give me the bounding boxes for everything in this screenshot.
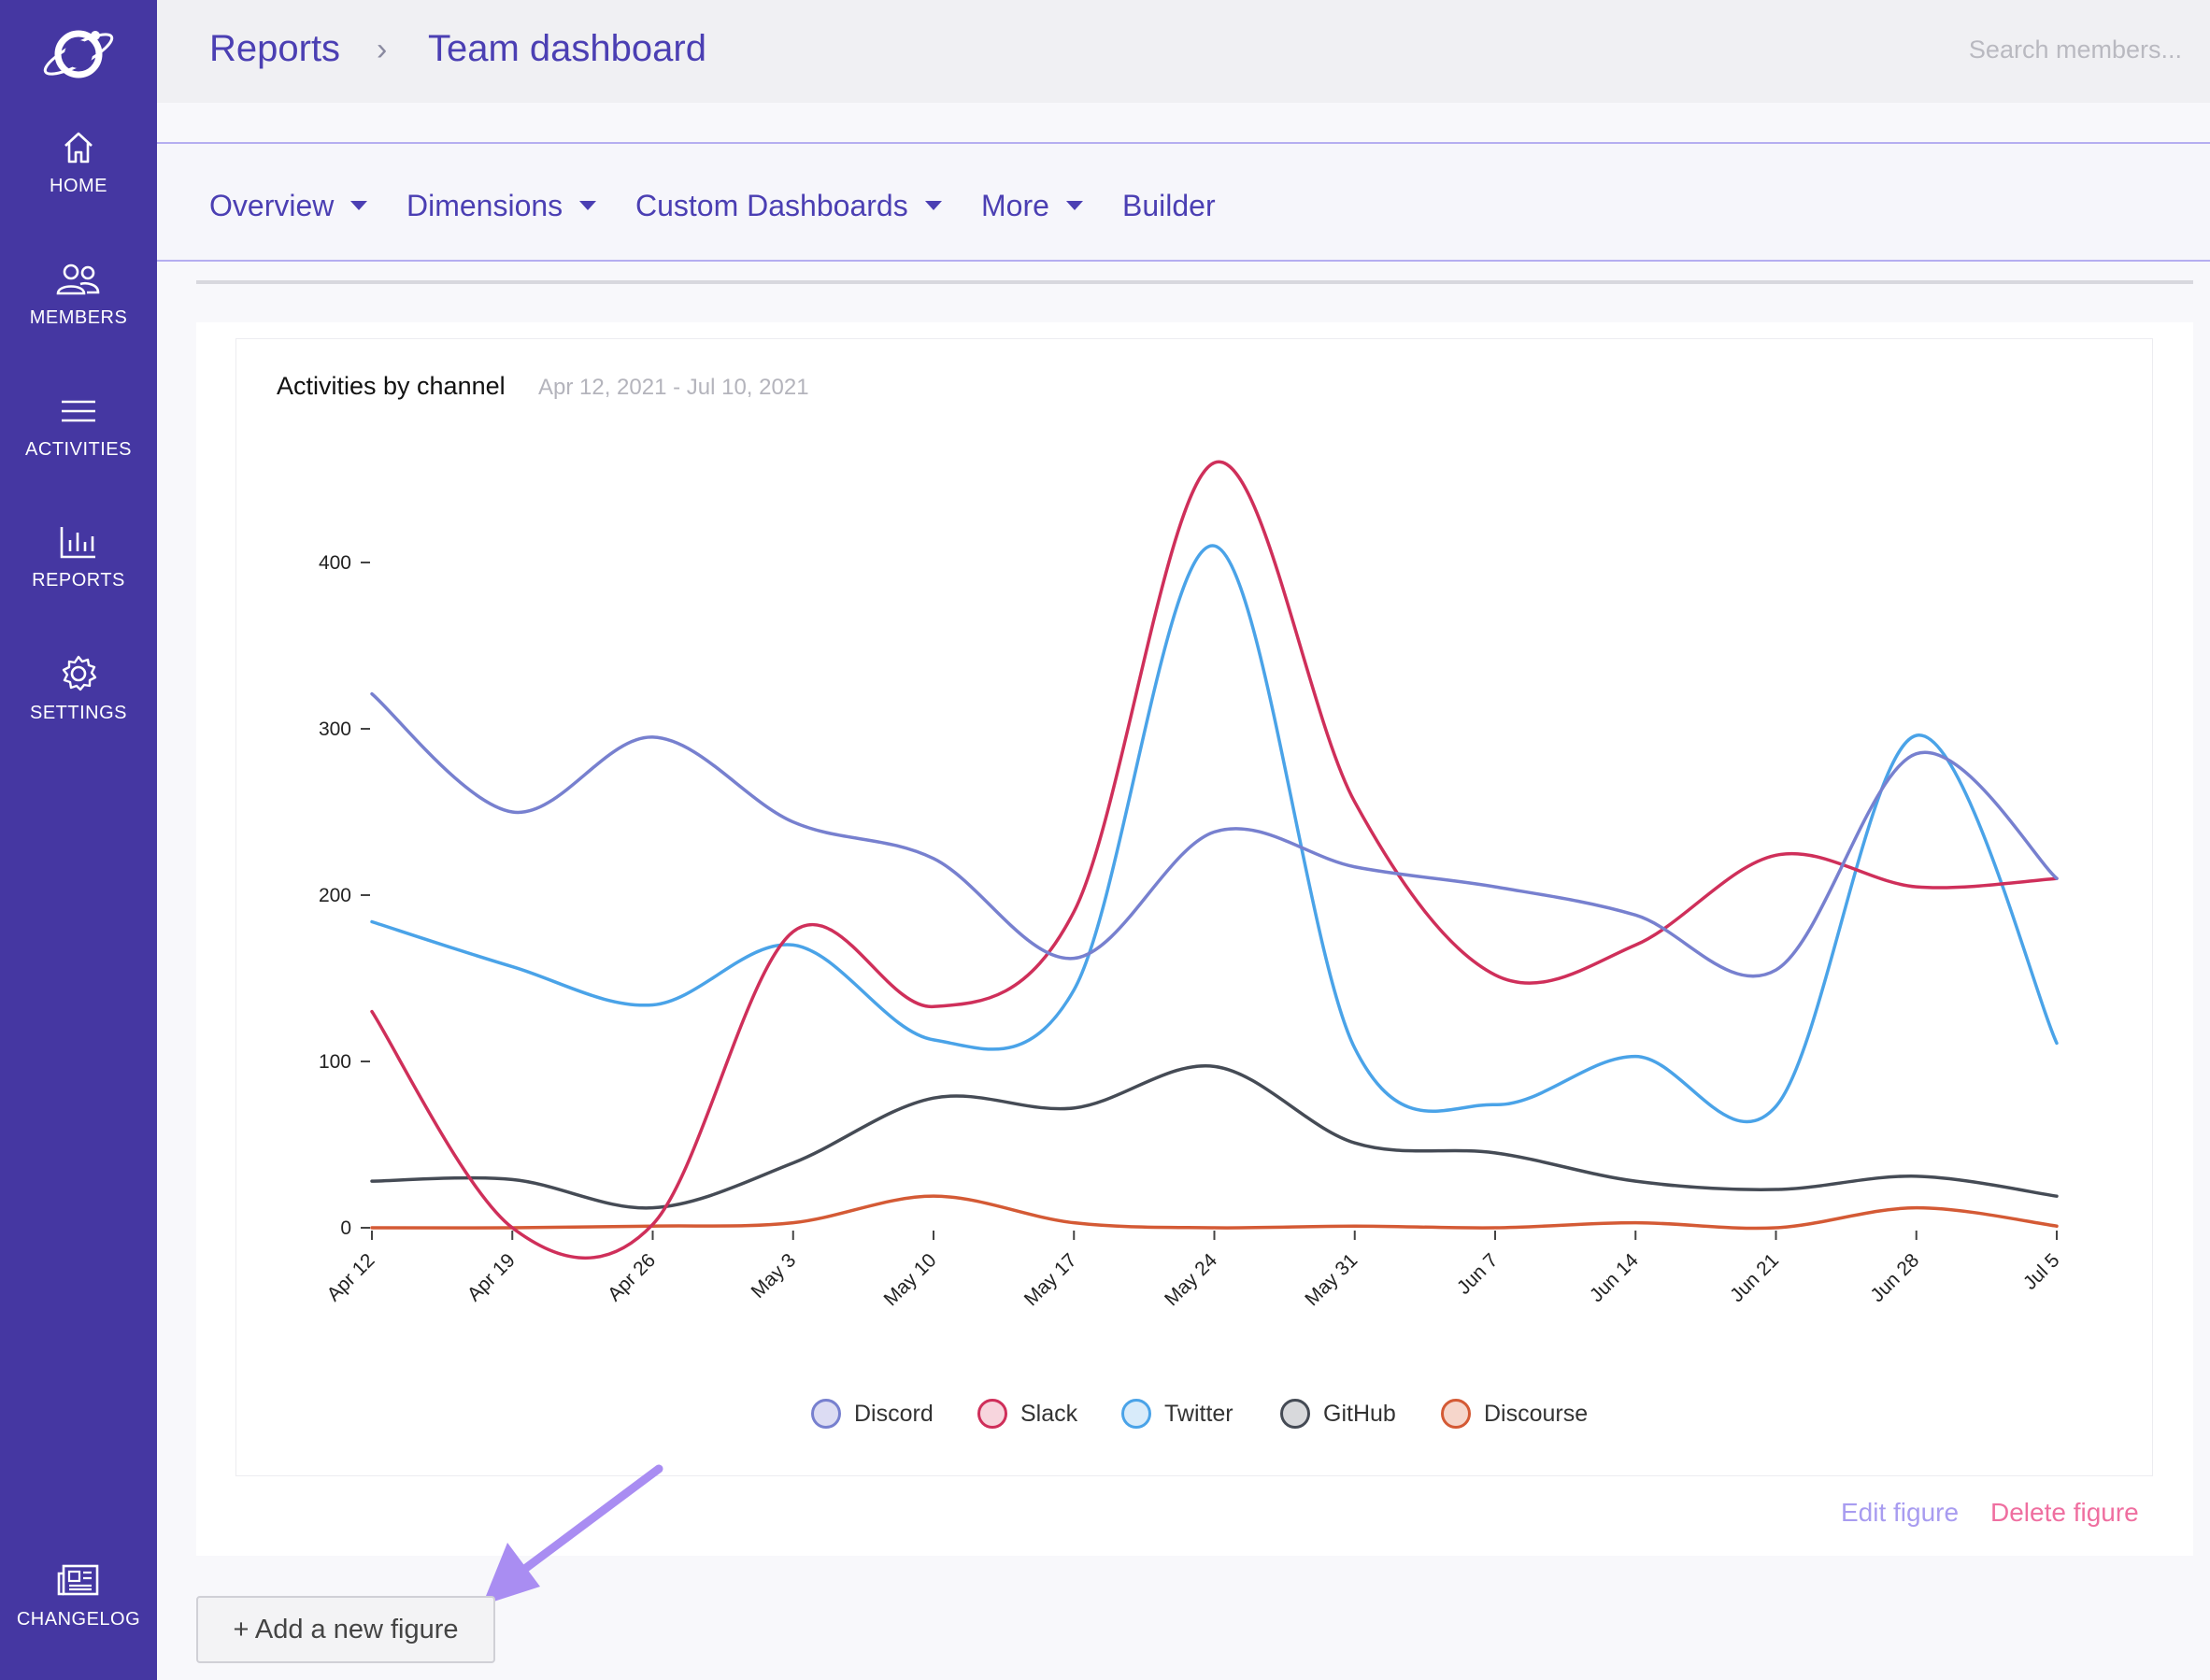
sidebar-item-home[interactable]: HOME [0,129,157,197]
delete-figure-link[interactable]: Delete figure [1990,1498,2139,1527]
newspaper-icon [57,1564,99,1596]
subnav-label: Overview [209,189,335,222]
sidebar-item-settings[interactable]: SETTINGS [0,654,157,724]
x-tick-label: Jun 7 [1453,1249,1503,1299]
edit-figure-link[interactable]: Edit figure [1841,1498,1960,1527]
x-tick-label: May 10 [880,1249,941,1310]
y-tick-label: 400 [319,552,351,574]
sidebar-item-reports[interactable]: REPORTS [0,523,157,591]
x-tick-label: Jun 28 [1866,1249,1923,1306]
legend-item-discord[interactable]: Discord [811,1399,934,1429]
sidebar-item-label: REPORTS [32,570,125,591]
x-tick-label: May 17 [1020,1249,1081,1310]
legend-label: Slack [1020,1400,1078,1427]
activities-icon [62,400,95,422]
x-tick-label: Apr 12 [323,1249,379,1305]
reports-icon [60,527,95,559]
chart-title: Activities by channel [277,372,506,400]
home-icon [64,132,93,164]
legend-label: Discord [854,1400,934,1427]
subnav-label: Dimensions [406,189,563,222]
members-icon [56,263,100,295]
subnav-label: More [981,189,1049,222]
y-tick-label: 0 [340,1217,351,1239]
legend-swatch [1121,1399,1151,1429]
sidebar-item-label: SETTINGS [29,703,127,723]
sidebar: HOME MEMBERS ACTIVITIES REPORTS SETTINGS [0,0,157,1680]
x-tick-label: Apr 19 [463,1249,520,1305]
x-tick-label: May 24 [1161,1249,1221,1310]
legend-swatch [977,1399,1007,1429]
x-tick-label: Jun 21 [1726,1249,1783,1306]
sidebar-item-label: MEMBERS [29,307,128,328]
sidebar-item-label: CHANGELOG [16,1609,141,1630]
legend-swatch [1441,1399,1471,1429]
chart-legend: Discord Slack Twitter GitHub Discourse [811,1397,1615,1431]
legend-label: Discourse [1484,1400,1589,1427]
series-line-twitter [370,544,2059,1124]
page-title: Team dashboard [428,28,706,69]
search-input[interactable] [1902,36,2182,64]
caret-down-icon [1065,200,1083,210]
x-tick-label: Apr 26 [604,1249,660,1305]
sidebar-item-label: HOME [50,176,107,196]
x-tick-label: May 3 [748,1249,801,1303]
x-tick-label: Jun 14 [1586,1249,1643,1306]
legend-item-twitter[interactable]: Twitter [1121,1399,1233,1429]
y-tick-label: 300 [319,719,351,740]
add-figure-button[interactable]: + Add a new figure [196,1596,495,1663]
section-divider [196,280,2193,284]
subnav-more[interactable]: More [981,189,1083,223]
series-line-slack [370,460,2059,1260]
sidebar-item-changelog[interactable]: CHANGELOG [0,1562,157,1630]
chart-date-range: Apr 12, 2021 - Jul 10, 2021 [538,375,809,400]
sidebar-item-members[interactable]: MEMBERS [0,261,157,329]
subnav-label: Custom Dashboards [635,189,908,222]
legend-swatch [1280,1399,1310,1429]
gear-icon [62,655,97,691]
legend-swatch [811,1399,841,1429]
y-tick-label: 200 [319,885,351,906]
series-line-discourse [370,1194,2059,1231]
chart-card [235,338,2153,1476]
legend-item-discourse[interactable]: Discourse [1441,1399,1588,1429]
series-line-discord [370,691,2059,978]
sidebar-item-label: ACTIVITIES [25,439,132,460]
legend-item-slack[interactable]: Slack [977,1399,1077,1429]
breadcrumb-separator-icon: › [377,32,388,67]
sidebar-item-activities[interactable]: ACTIVITIES [0,392,157,461]
legend-label: Twitter [1164,1400,1233,1427]
subnav-custom-dashboards[interactable]: Custom Dashboards [635,189,942,223]
x-tick-label: Jul 5 [2019,1249,2064,1294]
legend-label: GitHub [1323,1400,1396,1427]
series-line-github [370,1064,2059,1210]
y-tick-label: 100 [319,1051,351,1073]
breadcrumb-reports[interactable]: Reports [209,28,341,69]
caret-down-icon [350,200,368,210]
caret-down-icon [924,200,942,210]
subnav-label: Builder [1122,189,1216,222]
subnav-overview[interactable]: Overview [209,189,368,223]
subnav-dimensions[interactable]: Dimensions [406,189,597,223]
dashboard-subnav: Overview Dimensions Custom Dashboards Mo… [157,142,2210,262]
subnav-builder[interactable]: Builder [1122,189,1216,223]
caret-down-icon [579,200,597,210]
legend-item-github[interactable]: GitHub [1280,1399,1396,1429]
app-logo[interactable] [37,21,120,86]
top-header: Reports › Team dashboard [157,0,2210,103]
x-tick-label: May 31 [1301,1249,1362,1310]
